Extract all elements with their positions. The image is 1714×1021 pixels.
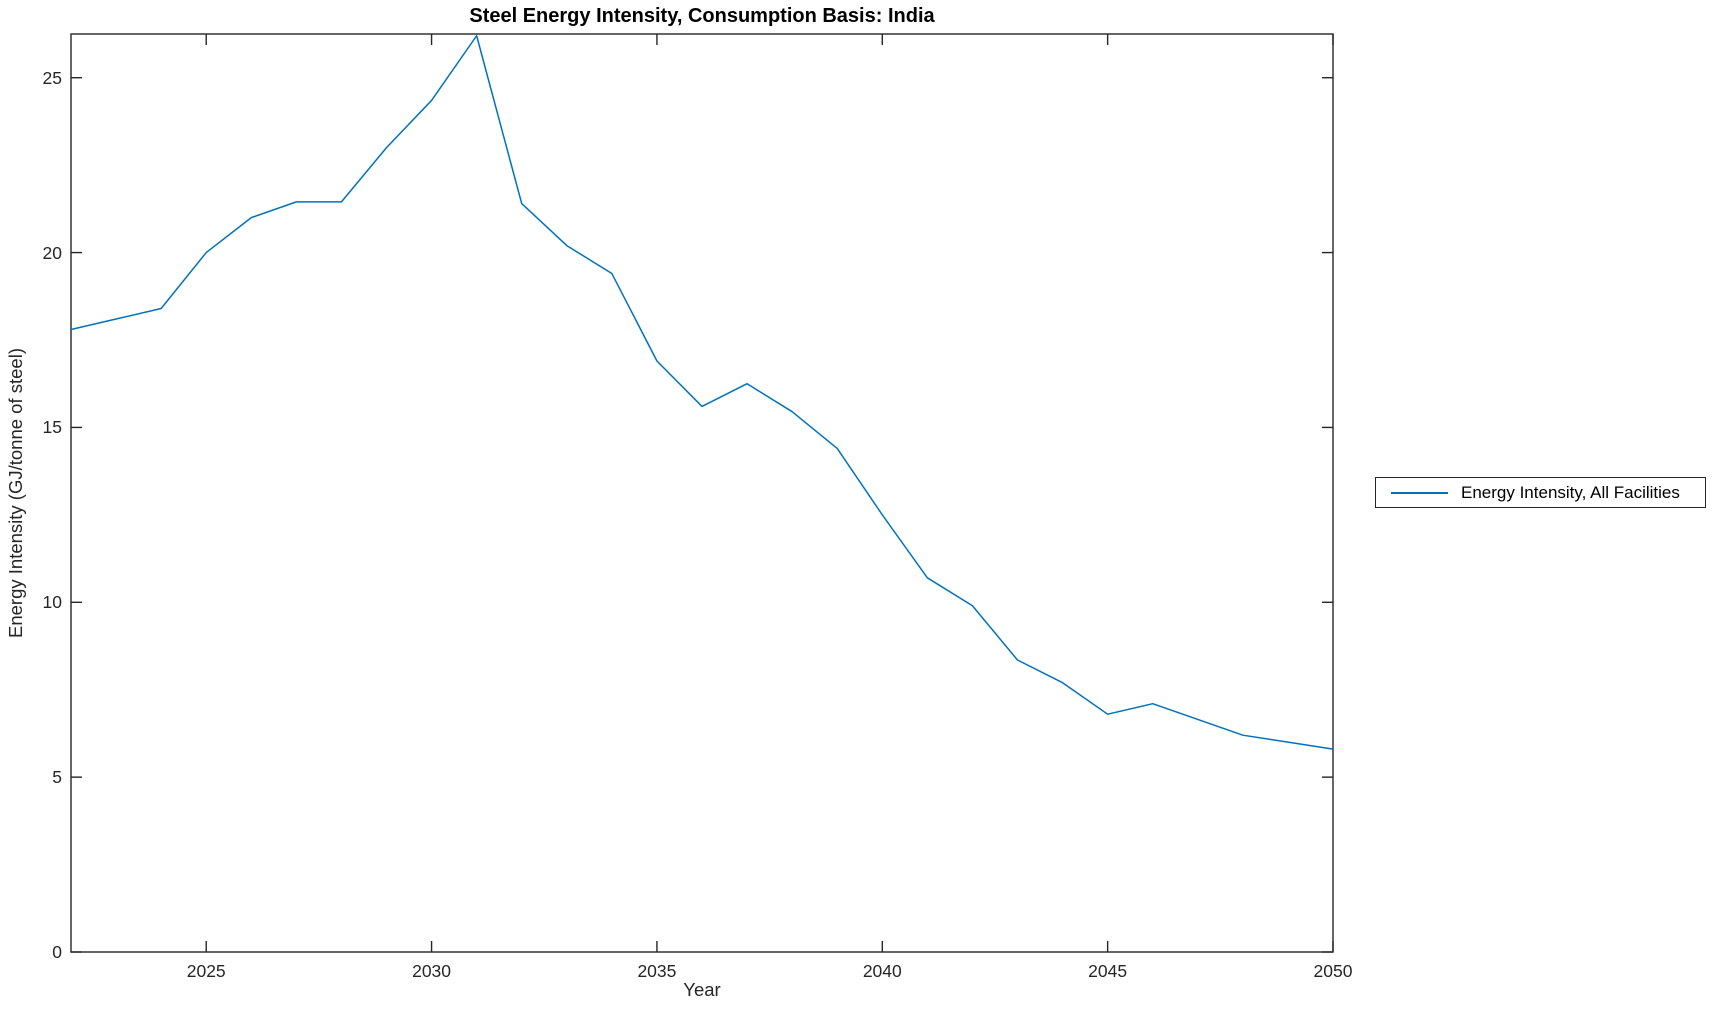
x-tick-label: 2050: [1313, 961, 1353, 981]
x-tick-label: 2040: [862, 961, 902, 981]
x-tick-label: 2025: [186, 961, 226, 981]
legend-box: Energy Intensity, All Facilities: [1375, 477, 1706, 508]
y-tick-label: 5: [52, 767, 62, 788]
y-tick-label: 20: [42, 242, 62, 263]
energy-intensity-line: [70, 35, 1334, 750]
x-tick-label: 2035: [637, 961, 677, 981]
legend-line-swatch: [1391, 491, 1448, 494]
y-tick-label: 10: [42, 592, 62, 613]
legend-label: Energy Intensity, All Facilities: [1461, 482, 1680, 502]
y-tick-label: 0: [52, 942, 62, 962]
chart-title: Steel Energy Intensity, Consumption Basi…: [469, 5, 935, 27]
x-tick-label: 2045: [1088, 961, 1128, 981]
y-tick-label: 15: [42, 417, 62, 438]
x-tick-label: 2030: [412, 961, 452, 981]
y-tick-label: 25: [42, 67, 62, 88]
axis-box: [70, 33, 1334, 953]
x-axis-label: Year: [683, 979, 721, 1000]
